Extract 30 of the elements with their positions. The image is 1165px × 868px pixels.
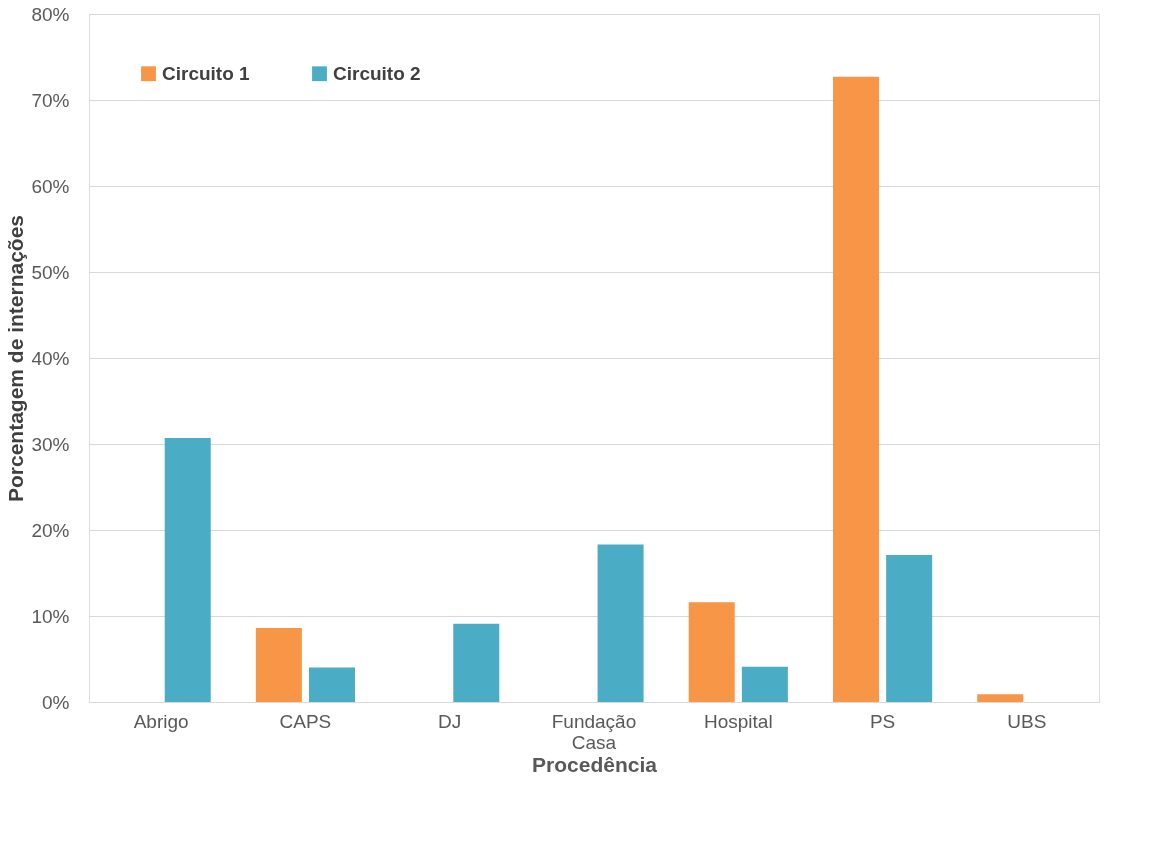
bar — [688, 602, 735, 702]
y-tick-label: 10% — [31, 605, 70, 627]
y-tick-label: 60% — [31, 175, 70, 197]
bar — [255, 628, 302, 702]
x-tick-label: CAPS — [279, 710, 332, 732]
y-axis-title: Porcentagem de internações — [4, 214, 28, 503]
legend-label: Circuito 1 — [162, 62, 251, 84]
x-tick-label: PS — [869, 710, 896, 732]
bar — [886, 554, 933, 702]
x-tick-label: Fundação Casa — [551, 710, 637, 753]
y-tick-label: 80% — [31, 3, 70, 25]
legend-label: Circuito 2 — [333, 62, 421, 84]
x-tick-label: Hospital — [703, 710, 773, 732]
y-tick-label: 0% — [42, 691, 70, 713]
x-tick-label: DJ — [438, 710, 462, 732]
y-tick-label: 70% — [31, 89, 70, 111]
bar — [597, 544, 644, 702]
x-axis-title: Procedência — [532, 752, 658, 776]
y-tick-label: 20% — [31, 519, 70, 541]
bar — [309, 667, 356, 702]
bar — [977, 694, 1024, 702]
x-tick-label: Abrigo — [133, 710, 189, 732]
bar — [832, 76, 879, 702]
y-tick-label: 30% — [31, 433, 70, 455]
bar — [164, 437, 211, 702]
y-tick-label: 50% — [31, 261, 70, 283]
x-tick-label: UBS — [1007, 710, 1047, 732]
y-tick-label: 40% — [31, 347, 70, 369]
bar — [741, 666, 788, 702]
bar — [453, 623, 500, 702]
